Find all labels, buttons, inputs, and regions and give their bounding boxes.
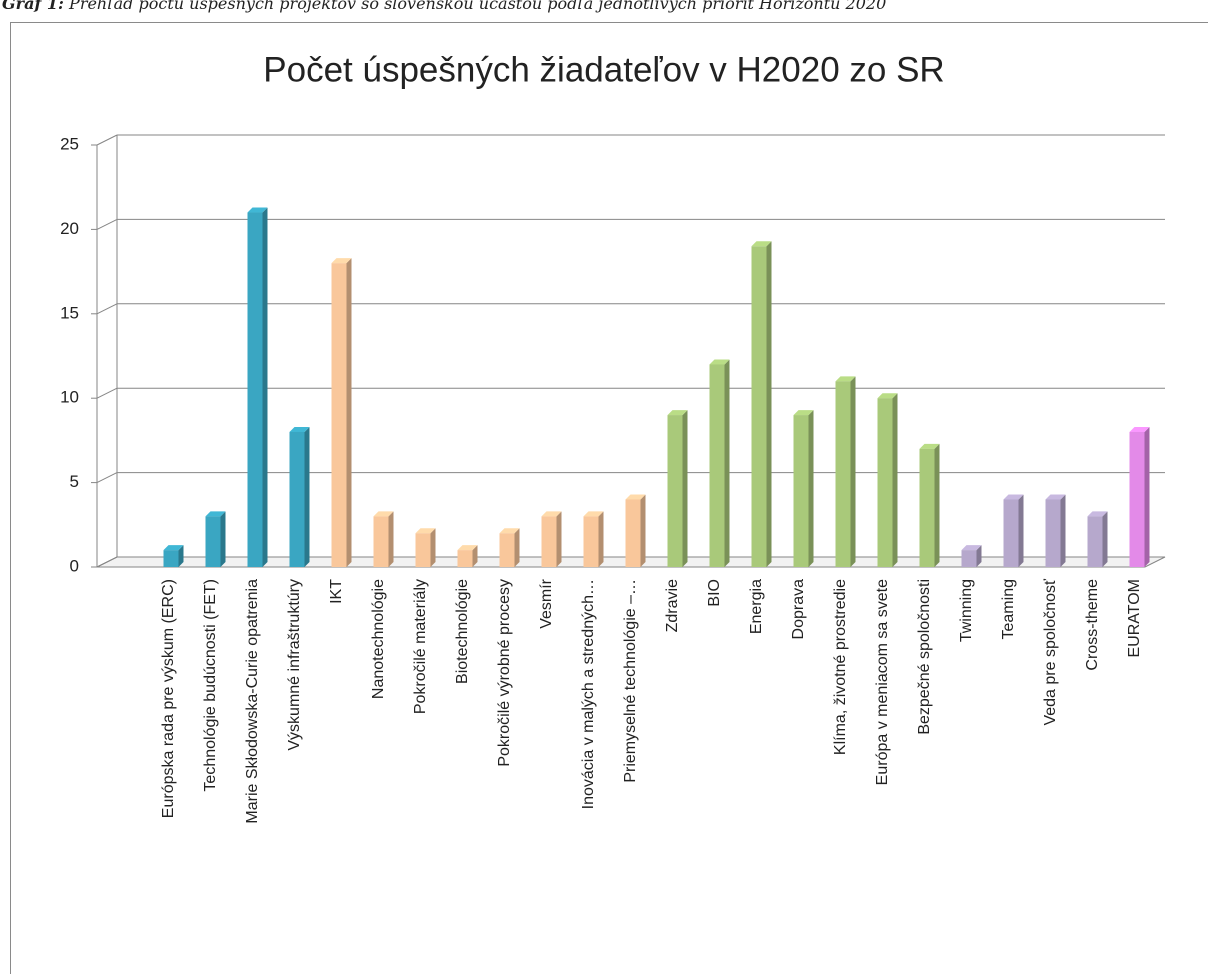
bar-side — [515, 528, 520, 567]
x-tick-label: Inovácia v malých a stredných… — [580, 579, 597, 809]
bar-side — [893, 393, 898, 567]
x-tick-label: Marie Skłodowska-Curie opatrenia — [244, 579, 261, 824]
bar-side — [389, 511, 394, 567]
bar — [542, 516, 557, 567]
x-tick-label: Klíma, životné prostredie — [832, 579, 849, 755]
x-tick-label: Priemyselné technológie –… — [622, 579, 639, 783]
bar-side — [431, 528, 436, 567]
bar-side — [683, 410, 688, 567]
grid-line — [97, 388, 117, 398]
bar — [290, 432, 305, 567]
bar — [878, 398, 893, 567]
y-tick-label: 15 — [60, 303, 79, 322]
bar — [1004, 499, 1019, 567]
x-tick-label: Európa v meniacom sa svete — [874, 579, 891, 785]
bar — [458, 550, 473, 567]
bar — [794, 415, 809, 567]
caption: Graf 1: Prehľad počtu úspešných projekto… — [2, 0, 886, 13]
grid-line — [97, 304, 117, 314]
bar — [710, 364, 725, 567]
y-tick-label: 20 — [60, 219, 79, 238]
x-tick-label: Zdravie — [664, 579, 681, 632]
bar-side — [1103, 511, 1108, 567]
chart-frame — [11, 23, 1208, 975]
x-tick-label: Nanotechnológie — [370, 579, 387, 699]
bar — [626, 499, 641, 567]
bar-side — [935, 444, 940, 567]
bar — [962, 550, 977, 567]
bar-side — [1019, 494, 1024, 567]
y-tick-label: 5 — [70, 472, 79, 491]
x-tick-label: Biotechnológie — [454, 579, 471, 684]
caption-label: Graf 1: — [2, 0, 64, 13]
x-tick-label: BIO — [706, 579, 723, 607]
bar — [836, 381, 851, 567]
bar — [206, 516, 221, 567]
x-tick-label: Vesmír — [538, 578, 555, 628]
x-tick-label: Pokročilé výrobné procesy — [496, 579, 513, 767]
y-tick-label: 25 — [60, 134, 79, 153]
bar — [920, 449, 935, 567]
bar — [1130, 432, 1145, 567]
grid-line — [97, 135, 117, 145]
bar — [1046, 499, 1061, 567]
y-tick-label: 0 — [70, 556, 79, 575]
bar — [500, 533, 515, 567]
bar-side — [557, 511, 562, 567]
bar-side — [767, 241, 772, 567]
bar-side — [305, 427, 310, 567]
x-tick-label: IKT — [328, 579, 345, 604]
x-tick-label: Teaming — [1000, 579, 1017, 639]
bar-side — [221, 511, 226, 567]
y-tick-label: 10 — [60, 388, 79, 407]
bar — [164, 550, 179, 567]
x-tick-label: Veda pre spoločnosť — [1042, 578, 1059, 726]
x-tick-label: Energia — [748, 579, 765, 634]
x-tick-label: Pokročilé materiály — [412, 579, 429, 714]
grid-line — [97, 473, 117, 483]
x-tick-label: Výskumné infraštruktúry — [286, 579, 303, 751]
chart-title: Počet úspešných žiadateľov v H2020 zo SR — [263, 50, 944, 89]
caption-text: Prehľad počtu úspešných projektov so slo… — [68, 0, 886, 13]
x-tick-label: Doprava — [790, 579, 807, 640]
bar — [752, 246, 767, 567]
bar-side — [641, 494, 646, 567]
x-tick-label: Bezpečné spoločnosti — [916, 579, 933, 735]
bar — [374, 516, 389, 567]
bar — [248, 213, 263, 567]
bar — [332, 263, 347, 567]
bar-side — [599, 511, 604, 567]
bar — [668, 415, 683, 567]
bar-side — [725, 359, 730, 567]
x-tick-label: EURATOM — [1126, 579, 1143, 658]
x-tick-label: Technológie budúcnosti (FET) — [202, 579, 219, 792]
bar — [416, 533, 431, 567]
bar-side — [347, 258, 352, 567]
bar-side — [851, 376, 856, 567]
x-tick-label: Twinning — [958, 579, 975, 642]
bar-side — [1145, 427, 1150, 567]
grid-line — [97, 219, 117, 229]
x-tick-label: Cross-theme — [1084, 579, 1101, 671]
bar-side — [809, 410, 814, 567]
bar — [1088, 516, 1103, 567]
x-tick-label: Európska rada pre výskum (ERC) — [160, 579, 177, 818]
bar-side — [263, 208, 268, 567]
bar — [584, 516, 599, 567]
bar-side — [1061, 494, 1066, 567]
